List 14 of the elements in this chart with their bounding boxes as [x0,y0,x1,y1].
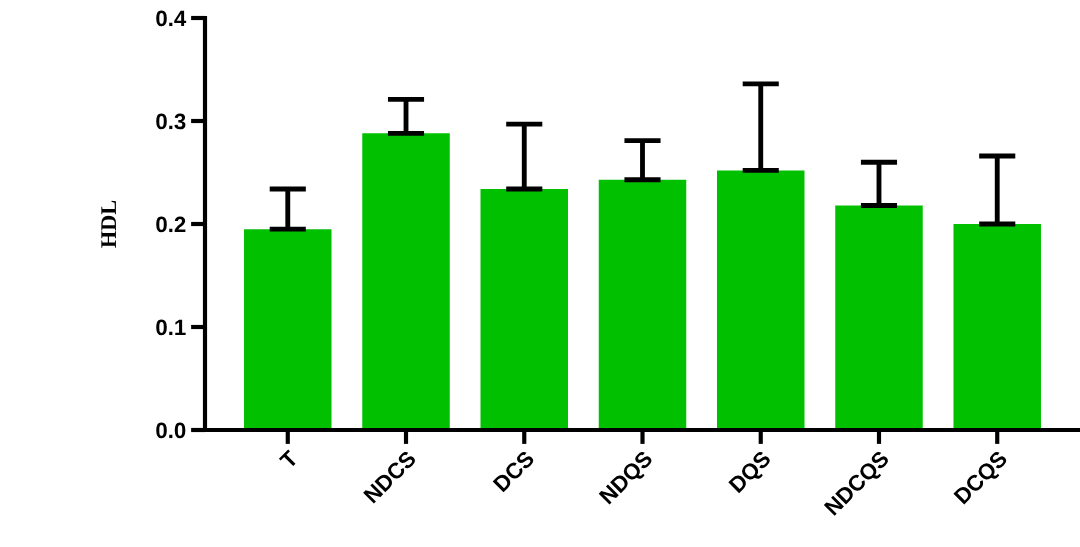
bar [953,224,1041,430]
y-tick-label: 0.3 [156,113,186,130]
y-tick-label: 0.2 [156,216,186,233]
bar [362,133,450,430]
bar [598,179,687,430]
bar [244,229,332,430]
y-tick-label: 0.1 [156,319,186,336]
x-tick-label: T [278,449,299,470]
y-tick-label: 0.4 [156,10,187,27]
y-axis-title: HDL [101,200,116,248]
bar [480,188,569,430]
bar [716,170,805,430]
y-tick-label: 0.0 [156,422,186,439]
bar [835,205,923,430]
